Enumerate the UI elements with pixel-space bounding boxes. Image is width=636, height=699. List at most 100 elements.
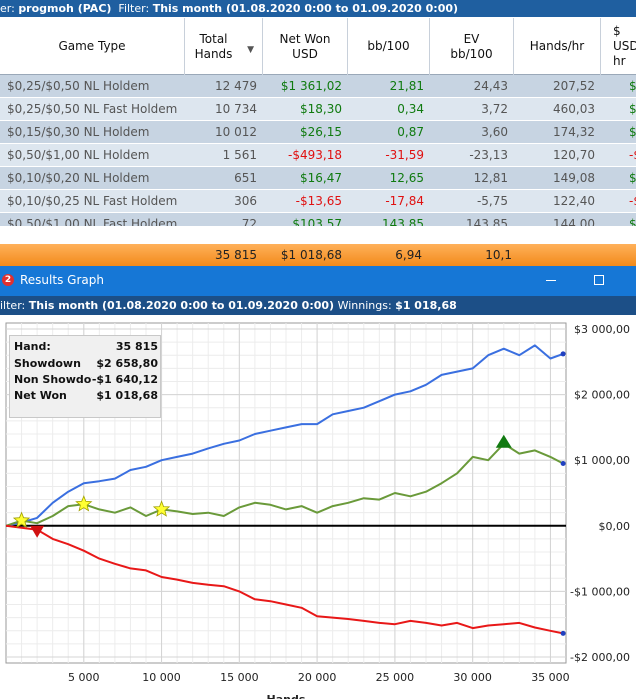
stat-nonshowdown-label: Non Showdown bbox=[14, 373, 92, 386]
cell-usd-hr: -$ bbox=[629, 194, 636, 208]
cell-hands-hr: 174,32 bbox=[553, 125, 595, 139]
y-tick-label: $3 000,00 bbox=[574, 323, 630, 336]
series-end-point bbox=[560, 351, 566, 357]
cell-ev-bb100: 3,60 bbox=[481, 125, 508, 139]
star-marker bbox=[152, 500, 171, 517]
cell-hands-hr: 122,40 bbox=[553, 194, 595, 208]
y-tick-label: -$1 000,00 bbox=[570, 585, 630, 598]
col-total-hands[interactable]: Total Hands ▼ bbox=[185, 18, 263, 75]
total-hands: 35 815 bbox=[215, 248, 257, 262]
cell-game-type: $0,10/$0,20 NL Holdem bbox=[7, 171, 150, 185]
table-row[interactable]: $0,15/$0,30 NL Holdem 10 012 $26,15 0,87 3,6… bbox=[0, 121, 636, 144]
cell-hands-hr: 207,52 bbox=[553, 79, 595, 93]
cell-ev-bb100: -23,13 bbox=[469, 148, 508, 162]
stat-netwon-label: Net Won bbox=[14, 389, 67, 402]
totals-row: 35 815 $1 018,68 6,94 10,1 bbox=[0, 244, 636, 266]
cell-ev-bb100: -5,75 bbox=[476, 194, 508, 208]
y-tick-label: $0,00 bbox=[599, 520, 631, 533]
x-tick-label: 10 000 bbox=[142, 671, 181, 684]
cell-game-type: $0,10/$0,25 NL Fast Holdem bbox=[7, 194, 178, 208]
winnings-value: $1 018,68 bbox=[395, 299, 457, 312]
star-marker bbox=[75, 495, 93, 512]
col-hands-hr-label: Hands/hr bbox=[529, 39, 585, 53]
table-row[interactable]: $0,10/$0,20 NL Holdem 651 $16,47 12,65 12,81… bbox=[0, 167, 636, 190]
stat-hand: Hand: 35 815 bbox=[14, 339, 158, 355]
cell-ev-bb100: 12,81 bbox=[473, 171, 508, 185]
table-row[interactable]: $0,50/$1,00 NL Holdem 1 561 -$493,18 -31,59… bbox=[0, 144, 636, 167]
cell-net-won: $16,47 bbox=[300, 171, 342, 185]
cell-bb100: 0,87 bbox=[397, 125, 424, 139]
y-tick-label: -$2 000,00 bbox=[570, 651, 630, 664]
cell-total-hands: 12 479 bbox=[215, 79, 257, 93]
cell-usd-hr: $ bbox=[629, 102, 636, 116]
cell-usd-hr: $ bbox=[629, 125, 636, 139]
results-graph-titlebar[interactable]: 2 Results Graph bbox=[0, 266, 636, 296]
stat-nonshowdown: Non Showdown-$1 640,12 bbox=[14, 372, 158, 388]
cell-hands-hr: 149,08 bbox=[553, 171, 595, 185]
cell-game-type: $0,50/$1,00 NL Holdem bbox=[7, 148, 150, 162]
cell-bb100: -31,59 bbox=[385, 148, 424, 162]
cell-usd-hr: $ bbox=[629, 171, 636, 185]
col-hands-hr[interactable]: Hands/hr bbox=[514, 18, 601, 75]
cell-bb100: 0,34 bbox=[397, 102, 424, 116]
cell-total-hands: 1 561 bbox=[222, 148, 257, 162]
cell-game-type: $0,15/$0,30 NL Holdem bbox=[7, 125, 150, 139]
x-axis-label: Hands bbox=[267, 693, 306, 699]
col-game-type[interactable]: Game Type bbox=[0, 18, 185, 75]
cell-usd-hr: -$3 bbox=[629, 148, 636, 162]
col-ev-bb100[interactable]: EV bb/100 bbox=[430, 18, 514, 75]
cell-usd-hr: $24 bbox=[629, 217, 636, 231]
table-row[interactable]: $0,25/$0,50 NL Holdem 12 479 $1 361,02 21,8… bbox=[0, 75, 636, 98]
filter-label: Filter: bbox=[118, 2, 150, 15]
window-title: Results Graph bbox=[20, 273, 104, 287]
graph-filter-value[interactable]: This month (01.08.2020 0:00 to 01.09.202… bbox=[28, 299, 335, 312]
col-net-won[interactable]: Net Won USD bbox=[263, 18, 348, 75]
series-line-net-won bbox=[5, 344, 564, 527]
cell-bb100: -17,84 bbox=[385, 194, 424, 208]
stat-hand-value: 35 815 bbox=[115, 340, 158, 353]
cell-net-won: $18,30 bbox=[300, 102, 342, 116]
table-spacer bbox=[0, 226, 636, 244]
stat-netwon-value: $1 018,68 bbox=[96, 389, 158, 402]
cell-bb100: 21,81 bbox=[389, 79, 424, 93]
maximize-icon[interactable] bbox=[594, 275, 604, 285]
y-tick-label: $1 000,00 bbox=[574, 454, 630, 467]
table-row[interactable]: $0,25/$0,50 NL Fast Holdem 10 734 $18,30 0,… bbox=[0, 98, 636, 121]
minimize-icon[interactable] bbox=[546, 280, 556, 281]
col-net-won-label: Net Won USD bbox=[279, 31, 331, 61]
filter-value[interactable]: This month (01.08.2020 0:00 to 01.09.202… bbox=[152, 2, 459, 15]
cell-net-won: -$13,65 bbox=[295, 194, 342, 208]
cell-usd-hr: $2 bbox=[629, 79, 636, 93]
x-tick-label: 20 000 bbox=[298, 671, 337, 684]
stat-netwon: Net Won $1 018,68 bbox=[14, 388, 158, 404]
total-net-won: $1 018,68 bbox=[280, 248, 342, 262]
x-tick-label: 25 000 bbox=[376, 671, 415, 684]
graph-filter-label: ilter: bbox=[0, 299, 26, 312]
series-end-point bbox=[560, 460, 566, 466]
player-name: progmoh (PAC) bbox=[18, 2, 112, 15]
col-usd-hr[interactable]: $ USD/ hr bbox=[601, 18, 636, 75]
triangle-down-marker bbox=[30, 525, 45, 538]
cell-net-won: $26,15 bbox=[300, 125, 342, 139]
cell-total-hands: 651 bbox=[234, 171, 257, 185]
cell-game-type: $0,25/$0,50 NL Fast Holdem bbox=[7, 102, 178, 116]
cell-net-won: $1 361,02 bbox=[280, 79, 342, 93]
star-marker bbox=[12, 511, 31, 528]
cell-hands-hr: 460,03 bbox=[553, 102, 595, 116]
winnings-label: Winnings: bbox=[337, 299, 392, 312]
cell-game-type: $0,25/$0,50 NL Holdem bbox=[7, 79, 150, 93]
stats-box: Hand: 35 815 Showdown $2 658,80 Non Showdo… bbox=[9, 335, 161, 418]
sort-desc-icon: ▼ bbox=[247, 45, 254, 55]
cell-total-hands: 10 734 bbox=[215, 102, 257, 116]
col-bb100[interactable]: bb/100 bbox=[348, 18, 430, 75]
cell-bb100: 12,65 bbox=[389, 171, 424, 185]
col-usd-hr-label: $ USD/ hr bbox=[613, 24, 636, 68]
col-bb100-label: bb/100 bbox=[367, 39, 410, 53]
x-tick-label: 5 000 bbox=[68, 671, 100, 684]
col-game-type-label: Game Type bbox=[58, 39, 126, 53]
top-filter-bar: er: progmoh (PAC) Filter: This month (01… bbox=[0, 0, 636, 17]
triangle-up-marker bbox=[495, 434, 512, 448]
table-row[interactable]: $0,10/$0,25 NL Fast Holdem 306 -$13,65 -17,… bbox=[0, 190, 636, 213]
series-end-point bbox=[560, 630, 566, 636]
x-tick-label: 30 000 bbox=[453, 671, 492, 684]
